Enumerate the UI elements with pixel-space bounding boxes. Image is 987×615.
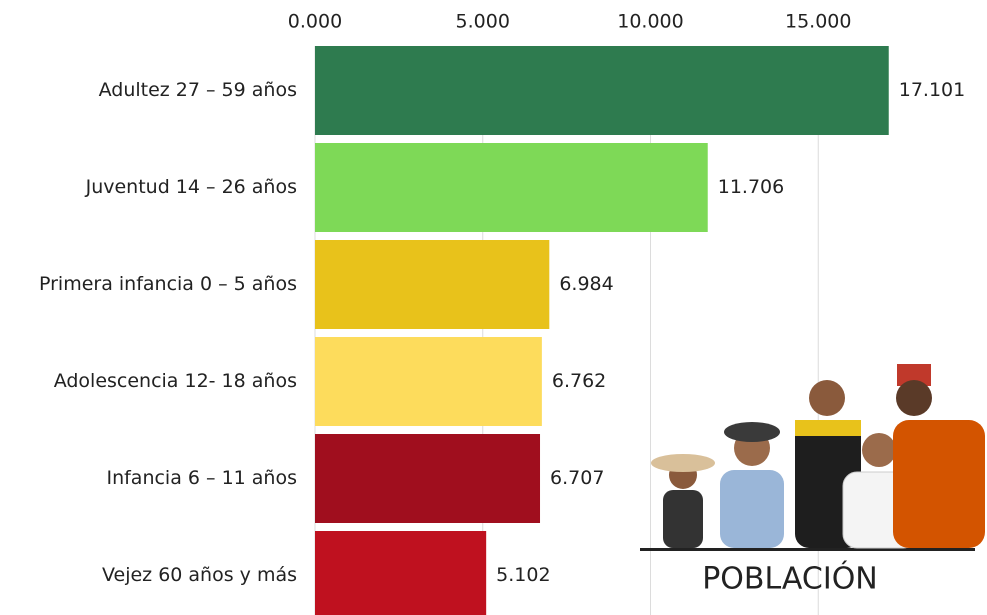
person <box>651 454 715 548</box>
y-tick-label: Infancia 6 – 11 años <box>106 467 297 489</box>
bar <box>315 240 550 329</box>
x-tick-label: 0.000 <box>288 11 342 33</box>
y-tick-label: Vejez 60 años y más <box>102 564 297 586</box>
bar <box>315 531 487 615</box>
person <box>893 364 985 548</box>
value-label: 6.984 <box>559 273 613 295</box>
value-label: 6.762 <box>552 370 606 392</box>
bar <box>315 46 889 135</box>
people-illustration <box>640 364 985 551</box>
y-tick-label: Adultez 27 – 59 años <box>99 79 297 101</box>
y-tick-label: Adolescencia 12- 18 años <box>54 370 297 392</box>
bar <box>315 337 542 426</box>
person <box>720 422 784 548</box>
value-label: 11.706 <box>718 176 784 198</box>
x-tick-label: 5.000 <box>456 11 510 33</box>
x-tick-label: 10.000 <box>617 11 683 33</box>
value-label: 17.101 <box>899 79 965 101</box>
bars: 17.101 11.706 6.984 6.762 6.707 5.102 <box>315 46 965 615</box>
annotation: POBLACIÓN <box>702 560 878 597</box>
value-label: 6.707 <box>550 467 604 489</box>
value-label: 5.102 <box>496 564 550 586</box>
ground-line <box>640 548 975 551</box>
bar <box>315 143 708 232</box>
y-tick-label: Juventud 14 – 26 años <box>85 176 297 198</box>
x-tick-label: 15.000 <box>785 11 851 33</box>
y-tick-label: Primera infancia 0 – 5 años <box>39 273 297 295</box>
bar <box>315 434 541 523</box>
